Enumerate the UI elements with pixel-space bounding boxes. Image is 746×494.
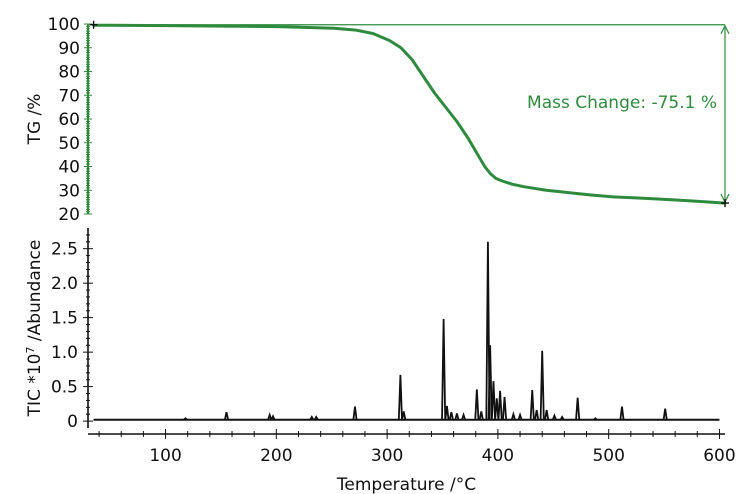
- tic-peak: [662, 408, 668, 420]
- tic-peak: [494, 398, 500, 420]
- tic-peak: [551, 413, 557, 421]
- tic-peak: [270, 414, 276, 421]
- tic-y-axis-label-main: TIC *10: [25, 354, 45, 418]
- tic-y-tick-label: 2.0: [51, 274, 78, 294]
- tic-peak: [461, 412, 467, 421]
- tic-peak: [502, 396, 508, 420]
- tic-y-axis-label-suffix: /Abundance: [25, 240, 45, 347]
- tic-peak: [478, 411, 484, 420]
- tic-x-tick-labels: 100 200 300 400 500 600: [149, 446, 735, 466]
- mass-change-annotation: Mass Change: -75.1 %: [89, 20, 730, 208]
- tic-peak: [539, 350, 545, 420]
- tic-x-tick-label: 400: [482, 446, 514, 466]
- tic-peak: [474, 389, 480, 420]
- tg-y-axis-ticks: [84, 23, 92, 215]
- tic-y-tick-label: 0: [67, 412, 78, 432]
- tic-peak: [223, 411, 229, 420]
- tic-peak: [593, 417, 598, 421]
- tic-y-axis-label: TIC *107 /Abundance: [24, 240, 46, 418]
- tic-x-tick-label: 500: [592, 446, 624, 466]
- mass-change-label: Mass Change: -75.1 %: [527, 93, 717, 113]
- tg-y-tick-label: 50: [58, 134, 80, 154]
- tic-peak: [619, 406, 625, 420]
- mass-change-end-marker: [721, 199, 729, 208]
- tic-peak: [559, 415, 565, 421]
- tic-peak: [534, 409, 540, 420]
- tic-peak: [267, 412, 273, 421]
- tic-peak: [401, 411, 407, 420]
- tic-y-tick-label: 0.5: [51, 378, 78, 398]
- tg-series-layer: [92, 23, 727, 205]
- tic-peak: [510, 410, 516, 420]
- tic-peak: [529, 390, 535, 420]
- tic-peak: [352, 406, 358, 420]
- tg-y-tick-labels: 20 30 40 50 60 70 80 90 100: [48, 15, 80, 225]
- tg-panel: 20 30 40 50 60 70 80 90 100 Mass Change: -75.1 %…: [25, 15, 730, 225]
- tg-curve-0: [92, 23, 727, 205]
- tic-x-tick-label: 300: [371, 446, 403, 466]
- tic-x-tick-label: 600: [703, 446, 735, 466]
- tic-x-tick-label: 100: [149, 446, 181, 466]
- tic-y-axis-label-exponent: 7: [24, 347, 37, 354]
- tic-panel: 0 0.5 1.0 1.5 2.0 2.5 100 200 300 400 500 600 TIC …: [24, 228, 736, 494]
- tic-peak: [444, 405, 450, 420]
- tic-peak: [397, 374, 403, 420]
- tic-peak: [517, 412, 523, 421]
- tic-x-axis: [88, 429, 725, 439]
- tg-y-tick-label: 30: [58, 181, 80, 201]
- tic-x-axis-label: Temperature /°C: [336, 475, 476, 494]
- tic-peak: [497, 390, 503, 420]
- tg-y-tick-label: 80: [58, 63, 80, 83]
- tg-y-tick-label: 100: [48, 15, 80, 35]
- tic-peak: [490, 381, 496, 420]
- tic-peak: [448, 411, 454, 420]
- tic-peak: [313, 415, 319, 421]
- tic-peak: [575, 397, 581, 420]
- tic-y-tick-label: 1.0: [51, 343, 78, 363]
- tic-x-tick-label: 200: [260, 446, 292, 466]
- tic-peak: [183, 417, 188, 421]
- tg-y-tick-label: 90: [58, 39, 80, 59]
- tic-peak: [441, 319, 447, 420]
- tg-y-axis-label: TG /%: [25, 94, 45, 146]
- tic-y-tick-labels: 0 0.5 1.0 1.5 2.0 2.5: [51, 240, 78, 432]
- tg-y-tick-label: 20: [58, 205, 80, 225]
- tg-y-tick-label: 40: [58, 158, 80, 178]
- tic-peak: [309, 415, 315, 421]
- tic-peak: [544, 409, 550, 420]
- tic-peak: [487, 345, 493, 420]
- tic-y-tick-label: 1.5: [51, 309, 78, 329]
- tic-peak: [454, 413, 460, 420]
- tic-series-layer: [93, 241, 720, 421]
- mass-change-start-marker: [89, 20, 98, 29]
- mass-change-arrowhead-top: [720, 24, 730, 34]
- tic-y-axis-ticks: [83, 228, 93, 428]
- tic-y-tick-label: 2.5: [51, 240, 78, 260]
- tg-y-tick-label: 60: [58, 110, 80, 130]
- tg-y-tick-label: 70: [58, 86, 80, 106]
